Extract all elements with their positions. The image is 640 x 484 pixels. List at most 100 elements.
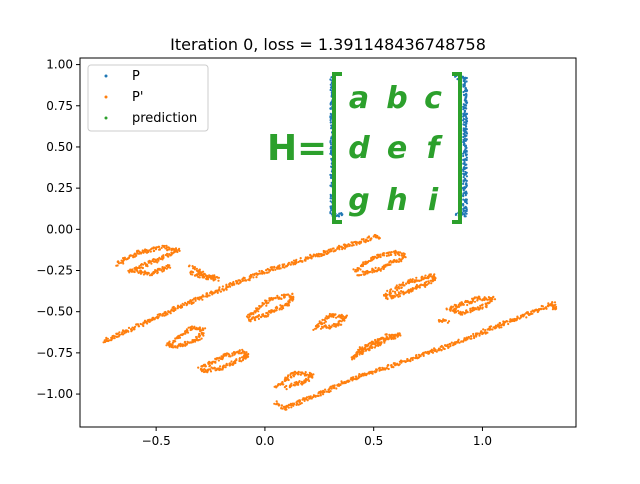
data-point xyxy=(329,107,332,110)
data-point xyxy=(217,279,220,282)
data-point xyxy=(141,250,144,253)
x-tick-label: 0.0 xyxy=(255,434,274,448)
data-point xyxy=(307,378,310,381)
data-point xyxy=(498,324,501,327)
data-point xyxy=(298,399,301,402)
data-point xyxy=(200,337,203,340)
data-point xyxy=(333,384,336,387)
data-point xyxy=(285,388,288,391)
data-point xyxy=(364,271,367,274)
data-point xyxy=(170,247,173,250)
data-point xyxy=(153,260,156,263)
data-point xyxy=(465,92,468,96)
data-point xyxy=(507,322,510,326)
data-point xyxy=(406,358,409,361)
data-point xyxy=(331,247,334,250)
data-point xyxy=(177,248,180,251)
data-point xyxy=(137,252,141,255)
data-point xyxy=(388,261,391,264)
data-point xyxy=(102,341,105,344)
data-point xyxy=(320,254,323,257)
data-point xyxy=(289,263,292,266)
data-point xyxy=(399,334,402,337)
data-point xyxy=(364,344,367,347)
data-point xyxy=(476,306,479,309)
data-point xyxy=(400,252,403,255)
data-point xyxy=(454,307,458,310)
data-point xyxy=(287,261,291,264)
data-point xyxy=(327,248,330,251)
data-point xyxy=(374,344,377,347)
data-point xyxy=(484,329,487,332)
data-point xyxy=(523,313,526,316)
data-point xyxy=(297,383,300,386)
data-point xyxy=(384,333,387,336)
data-point xyxy=(287,374,290,377)
data-point xyxy=(472,332,475,336)
data-point xyxy=(465,183,468,186)
data-point xyxy=(462,180,465,183)
data-point xyxy=(400,360,403,363)
data-point xyxy=(405,282,408,285)
data-point xyxy=(516,316,519,319)
data-point xyxy=(328,387,331,390)
data-point xyxy=(462,152,465,155)
data-point xyxy=(328,314,332,317)
data-point xyxy=(389,294,392,297)
data-point xyxy=(479,304,482,307)
data-point xyxy=(190,300,193,304)
data-point xyxy=(278,307,282,310)
data-point xyxy=(291,371,294,374)
data-point xyxy=(297,371,300,374)
data-point xyxy=(260,315,263,318)
matrix-entry: h xyxy=(386,183,407,218)
data-point xyxy=(375,340,378,344)
data-point xyxy=(392,335,395,338)
plot-area: H = a b c d e f g h i xyxy=(102,72,558,411)
data-point xyxy=(197,335,200,338)
data-point xyxy=(396,288,399,291)
data-point xyxy=(553,301,557,304)
data-point xyxy=(339,323,342,326)
data-point xyxy=(125,258,128,261)
data-point xyxy=(353,355,356,358)
data-point xyxy=(272,309,275,312)
data-point xyxy=(390,364,393,367)
data-point xyxy=(462,154,465,158)
data-point xyxy=(265,304,268,307)
data-point xyxy=(253,310,256,313)
data-point xyxy=(471,300,474,303)
data-point xyxy=(300,372,304,375)
y-tick-label: 0.50 xyxy=(46,140,73,154)
data-point xyxy=(187,326,190,329)
data-point xyxy=(489,325,493,328)
data-point xyxy=(321,318,324,321)
data-point xyxy=(371,269,374,272)
data-point xyxy=(146,322,149,325)
data-point xyxy=(376,270,379,273)
data-point xyxy=(286,377,289,380)
data-point xyxy=(457,312,460,315)
data-point xyxy=(483,298,486,302)
data-point xyxy=(250,313,253,316)
data-point xyxy=(397,260,401,263)
data-point xyxy=(386,367,389,370)
data-point xyxy=(373,346,376,349)
data-point xyxy=(330,124,333,127)
series-P-prime xyxy=(102,233,558,411)
data-point xyxy=(415,276,418,279)
data-point xyxy=(468,302,471,305)
data-point xyxy=(161,314,164,317)
data-point xyxy=(204,365,207,368)
data-point xyxy=(240,351,243,354)
data-point xyxy=(121,329,125,332)
data-point xyxy=(435,350,438,353)
data-point xyxy=(309,395,312,398)
data-point xyxy=(337,244,341,247)
data-point xyxy=(305,396,309,399)
data-point xyxy=(281,266,284,269)
data-point xyxy=(515,318,518,321)
data-point xyxy=(224,287,228,290)
data-point xyxy=(364,260,367,264)
data-point xyxy=(181,333,184,336)
